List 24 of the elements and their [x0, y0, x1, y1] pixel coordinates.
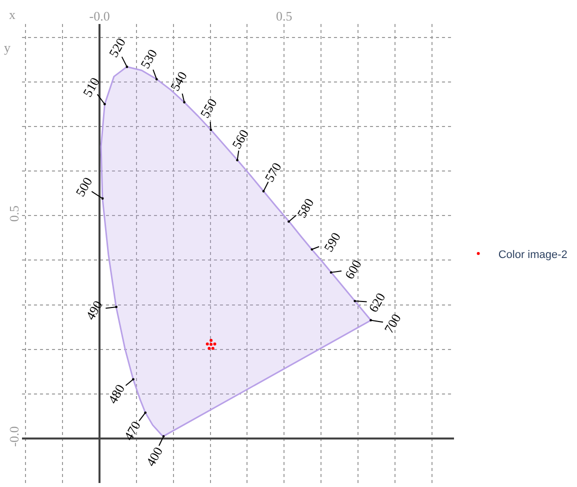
annotation: 470 [120, 418, 144, 443]
annotation: 600 [342, 257, 364, 282]
point [211, 346, 214, 350]
point [213, 342, 216, 346]
point [208, 346, 211, 350]
annotation: 520 [106, 35, 128, 60]
annotation: 560 [228, 126, 252, 152]
x-axis-title: x [9, 7, 16, 22]
annotation: 570 [262, 160, 284, 184]
point [206, 342, 209, 346]
point [210, 342, 213, 346]
annotation: 500 [72, 174, 96, 200]
annotation: 590 [320, 230, 344, 254]
point [210, 338, 213, 342]
legend-label: Color image-2 [498, 248, 568, 261]
annotation: 580 [294, 196, 317, 220]
annotation: 530 [137, 46, 160, 72]
annotation: 550 [197, 96, 220, 120]
annotation: 540 [167, 68, 190, 94]
annotation: 400 [142, 444, 166, 469]
annotation: 510 [80, 74, 102, 100]
annotation: 480 [104, 382, 128, 406]
y-axis-title: y [4, 40, 11, 55]
annotation: 490 [82, 298, 106, 322]
